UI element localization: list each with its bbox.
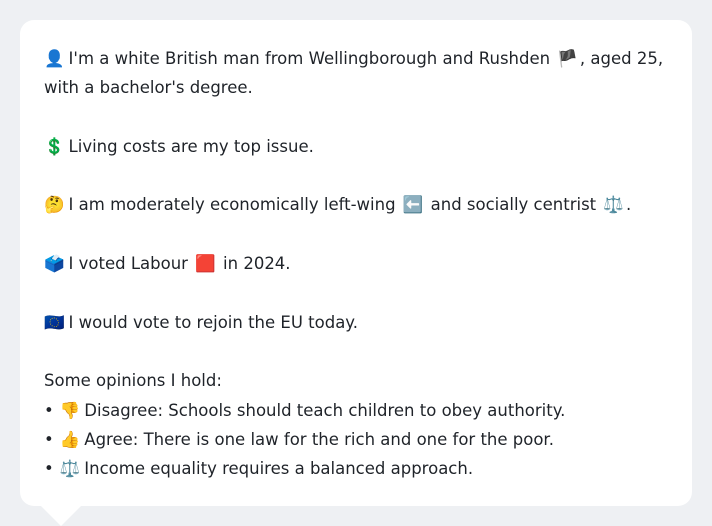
ballot-box-icon: 🗳️	[44, 254, 65, 274]
vote-line: 🗳️ I voted Labour 🟥 in 2024.	[44, 249, 668, 278]
bullet: •	[44, 400, 54, 420]
opinion-item-2: • 👍 Agree: There is one law for the rich a…	[44, 425, 668, 454]
bullet: •	[44, 459, 54, 479]
person-silhouette-icon: 👤	[44, 49, 65, 68]
red-square-icon: 🟥	[195, 254, 216, 274]
leaning-line: 🤔 I am moderately economically left-wing …	[44, 190, 668, 219]
vote-year-text: in 2024.	[223, 254, 291, 274]
thinking-face-icon: 🤔	[44, 195, 65, 215]
opinion-text: Income equality requires a balanced appr…	[84, 459, 474, 479]
leaning-period: .	[625, 195, 632, 215]
thumbs-up-icon: 👍	[59, 429, 81, 449]
identity-age-text: , aged 25,	[579, 49, 664, 68]
issue-text: Living costs are my top issue.	[68, 136, 314, 156]
thumbs-down-icon: 👎	[59, 400, 81, 420]
identity-education-text: with a bachelor's degree.	[44, 78, 253, 98]
opinion-text: Agree: There is one law for the rich and…	[84, 429, 554, 449]
persona-message-bubble: 👤 I'm a white British man from Wellingbor…	[20, 20, 692, 506]
bullet: •	[44, 429, 54, 449]
leaning-social-text: and socially centrist	[430, 195, 597, 215]
vote-text: I voted Labour	[68, 254, 188, 274]
identity-line: 👤 I'm a white British man from Wellingbor…	[44, 44, 668, 73]
england-flag-icon: 🏴	[557, 49, 578, 68]
leaning-economic-text: I am moderately economically left-wing	[68, 195, 396, 215]
issue-line: 💲 Living costs are my top issue.	[44, 132, 668, 161]
identity-text: I'm a white British man from Wellingboro…	[68, 49, 551, 68]
balance-scale-icon: ⚖️	[603, 195, 624, 215]
balance-scale-icon: ⚖️	[59, 459, 81, 479]
dollar-sign-icon: 💲	[44, 136, 65, 156]
opinions-heading: Some opinions I hold:	[44, 371, 222, 391]
left-arrow-icon: ⬅️	[402, 195, 424, 215]
eu-line: 🇪🇺 I would vote to rejoin the EU today.	[44, 308, 668, 337]
eu-text: I would vote to rejoin the EU today.	[68, 312, 358, 332]
eu-flag-icon: 🇪🇺	[44, 312, 65, 332]
opinion-item-3: • ⚖️ Income equality requires a balanced a…	[44, 454, 668, 483]
opinion-item-1: • 👎 Disagree: Schools should teach childre…	[44, 396, 668, 425]
opinion-text: Disagree: Schools should teach children …	[84, 400, 566, 420]
bubble-tail	[41, 506, 81, 526]
identity-line-2: with a bachelor's degree.	[44, 73, 668, 102]
